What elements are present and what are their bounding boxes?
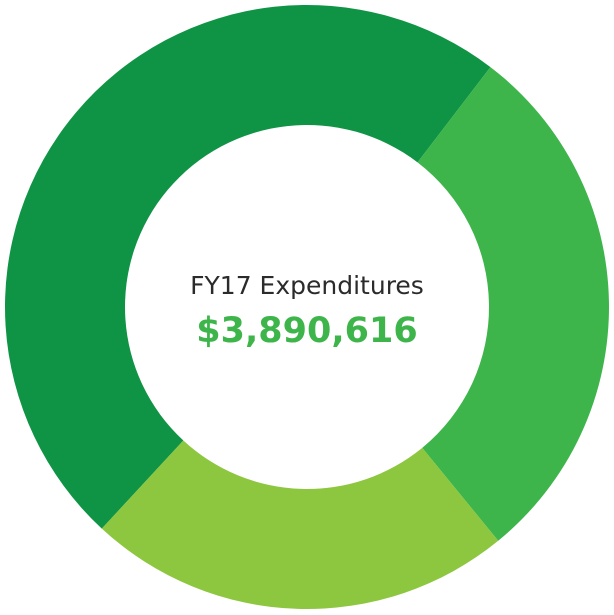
donut	[4, 4, 609, 609]
donut-slice	[101, 440, 499, 609]
donut-slice	[417, 67, 609, 541]
donut-slice	[4, 4, 491, 529]
total-value: $3,890,616	[196, 311, 417, 351]
chart-title: FY17 Expenditures	[190, 271, 424, 300]
